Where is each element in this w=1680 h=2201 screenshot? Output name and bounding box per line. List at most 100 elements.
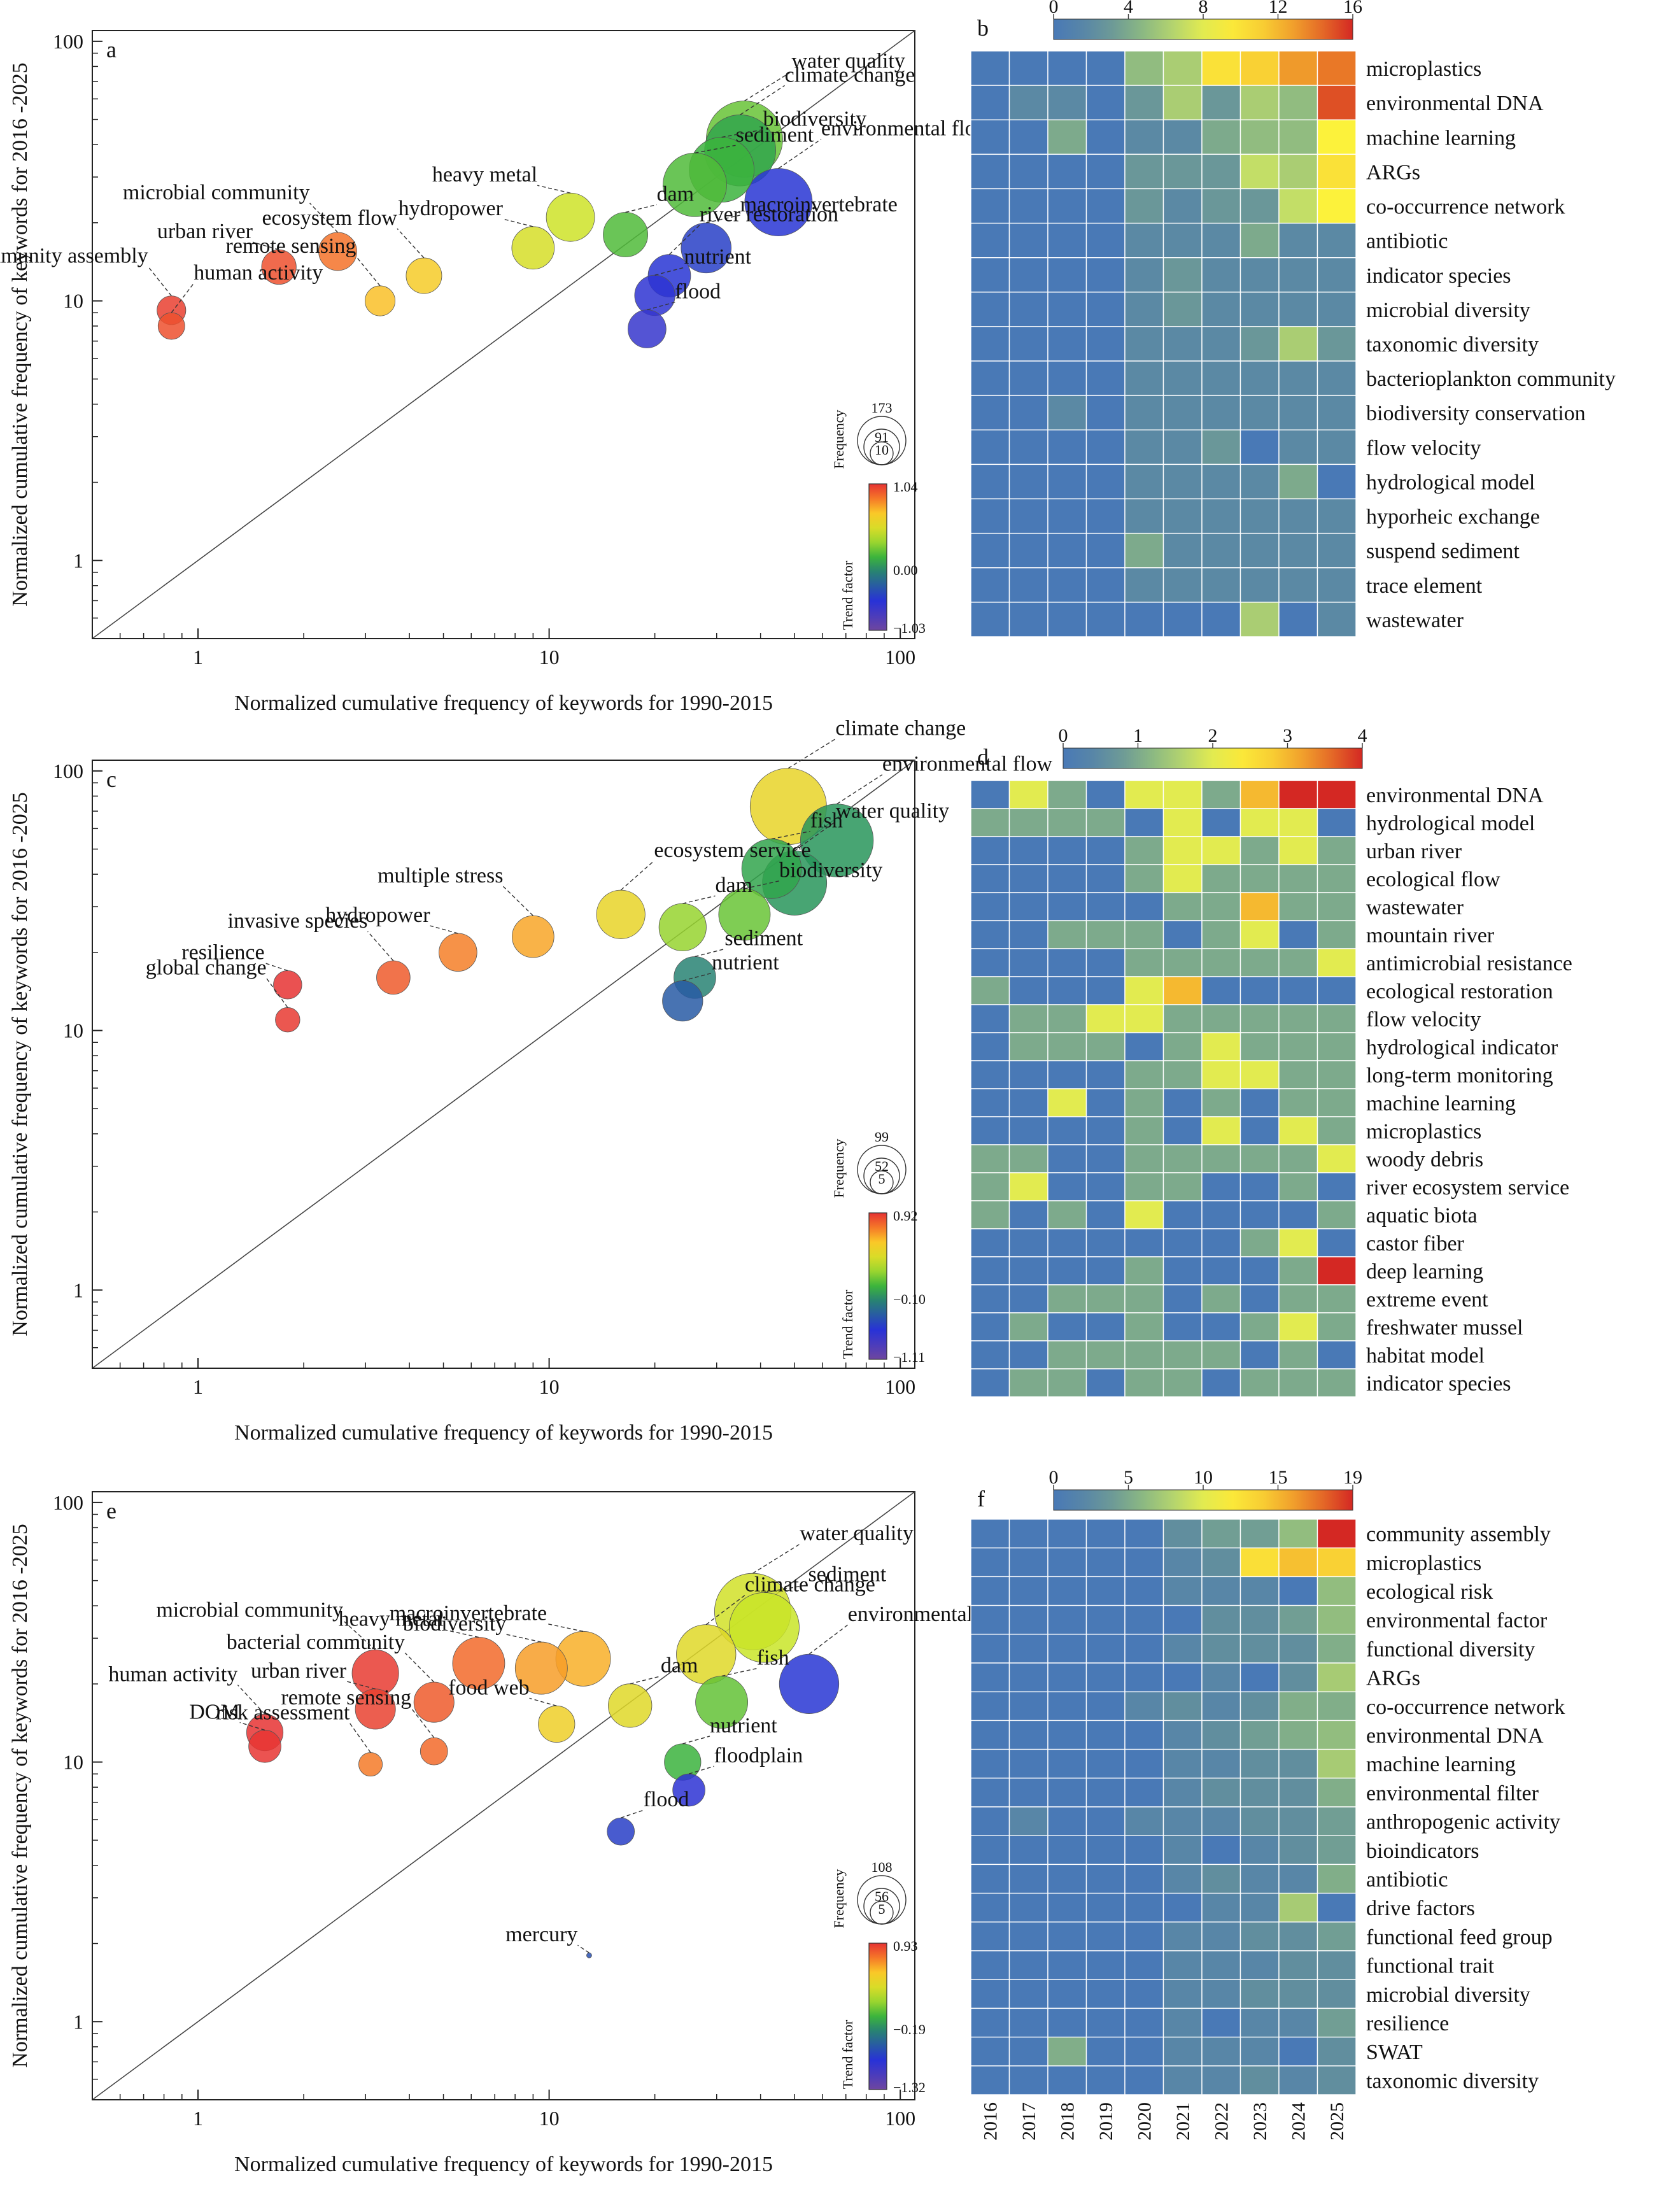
heatmap-cell	[1316, 1864, 1357, 1894]
y-tick-label: 10	[63, 290, 83, 313]
heatmap-row-label: SWAT	[1366, 2041, 1423, 2064]
heatmap-cell	[1239, 2065, 1280, 2095]
point-label: macroinvertebrate	[390, 1601, 547, 1625]
heatmap-cell	[1047, 326, 1087, 362]
heatmap-cell	[1085, 1892, 1126, 1923]
heatmap-cell	[1047, 567, 1087, 603]
heatmap-cell	[1316, 1228, 1357, 1257]
y-tick-label: 10	[63, 1751, 83, 1774]
heatmap-cell	[1008, 1116, 1048, 1145]
year-label: 2025	[1327, 2102, 1348, 2141]
heatmap-cell	[970, 1060, 1010, 1089]
heatmap-cell	[1239, 1340, 1280, 1369]
heatmap-cell	[1239, 429, 1280, 465]
heatmap-cell	[1239, 1004, 1280, 1033]
heatmap-cell	[1124, 1256, 1164, 1285]
heatmap-cell	[1085, 602, 1126, 637]
heatmap-cell	[1316, 1200, 1357, 1229]
heatmap-cell	[1047, 1950, 1087, 1980]
point-label: ecosystem service	[654, 839, 810, 862]
label-leader	[808, 1624, 849, 1655]
heatmap-cell	[1278, 1368, 1318, 1398]
heatmap-cell	[1201, 532, 1241, 569]
label-leader	[654, 267, 684, 276]
heatmap-cell	[1047, 808, 1087, 837]
heatmap-cell	[1085, 1004, 1126, 1033]
heatmap-cell	[1124, 188, 1164, 224]
heatmap-cell	[1124, 1312, 1164, 1341]
heatmap-cell	[1201, 1662, 1241, 1692]
heatmap-cell	[1124, 864, 1164, 893]
heatmap-cell	[1278, 1950, 1318, 1980]
bubble	[658, 903, 707, 951]
heatmap-cell	[1316, 602, 1357, 637]
heatmap-cell	[970, 1864, 1010, 1894]
heatmap-cell	[1124, 326, 1164, 362]
x-tick-label: 100	[885, 1375, 915, 1398]
point-label: biodiversity	[403, 1612, 506, 1636]
heatmap-cell	[1201, 976, 1241, 1005]
heatmap-cell	[1201, 2036, 1241, 2067]
heatmap-cell	[1278, 1979, 1318, 2009]
heatmap-cell	[1085, 1518, 1126, 1548]
heatmap-cell	[1239, 1228, 1280, 1257]
label-leader	[695, 948, 725, 958]
heatmap-cell	[1201, 1835, 1241, 1865]
scatter-panel-e: 1 10 100 1 10 100 Normalized cumulative freque…	[8, 1491, 1018, 2176]
heatmap-cell	[1162, 257, 1203, 293]
point-label: water quality	[836, 799, 949, 823]
heatmap-cell	[1008, 1200, 1048, 1229]
label-leader	[546, 1623, 584, 1632]
point-label: food web	[448, 1676, 529, 1699]
heatmap-cell	[1201, 1340, 1241, 1369]
heatmap-cell	[1047, 1835, 1087, 1865]
heatmap-cell	[1124, 1835, 1164, 1865]
heatmap-cell	[970, 602, 1010, 637]
heatmap-cell	[1085, 976, 1126, 1005]
heatmap-cell	[1162, 1284, 1203, 1313]
heatmap-cell	[970, 1806, 1010, 1836]
heatmap-cell	[1124, 602, 1164, 637]
bubble	[406, 257, 442, 294]
heatmap-cell	[1201, 222, 1241, 258]
heatmap-cell	[1047, 1088, 1087, 1117]
point-label: multiple stress	[378, 864, 503, 888]
heatmap-cell	[1085, 188, 1126, 224]
heatmap-cell	[970, 948, 1010, 977]
heatmap-cell	[1008, 326, 1048, 362]
x-axis-title: Normalized cumulative frequency of keywo…	[234, 1421, 773, 1445]
bubble	[634, 274, 675, 316]
heatmap-cell	[1162, 1312, 1203, 1341]
heatmap-cell	[1239, 1144, 1280, 1173]
heatmap-cell	[1085, 1662, 1126, 1692]
point-label: hydropower	[325, 903, 430, 927]
heatmap-cell	[1201, 1576, 1241, 1606]
heatmap-cell	[1008, 920, 1048, 949]
heatmap-row-label: woody debris	[1366, 1148, 1483, 1171]
heatmap-cell	[1316, 1256, 1357, 1285]
heatmap-cell	[1085, 1200, 1126, 1229]
heatmap-cell	[1239, 1720, 1280, 1750]
heatmap-row-label: taxonomic diversity	[1366, 2069, 1539, 2093]
heatmap-cell	[1047, 1691, 1087, 1722]
heatmap-cell	[1239, 498, 1280, 534]
heatmap-cell	[1316, 2036, 1357, 2067]
label-leader	[764, 1584, 808, 1593]
heatmap-cell	[1008, 602, 1048, 637]
heatmap-cell	[1201, 1088, 1241, 1117]
heatmap-cell	[1008, 85, 1048, 120]
heatmap-cell	[1239, 360, 1280, 396]
heatmap-row-label: machine learning	[1366, 126, 1516, 150]
heatmap-cell	[1124, 1778, 1164, 1808]
heatmap-cell	[1201, 836, 1241, 865]
heatmap-panel-b: b microplastics environmental DNA machine l…	[970, 0, 1616, 637]
heatmap-cell	[1085, 864, 1126, 893]
heatmap-cell	[1047, 1576, 1087, 1606]
heatmap-cell	[1124, 222, 1164, 258]
heatmap-cell	[1008, 1228, 1048, 1257]
size-legend-value: 173	[872, 400, 893, 416]
point-label: urban river	[157, 220, 253, 243]
heatmap-cell	[970, 1088, 1010, 1117]
label-leader	[695, 145, 736, 153]
heatmap-cell	[1201, 1748, 1241, 1779]
